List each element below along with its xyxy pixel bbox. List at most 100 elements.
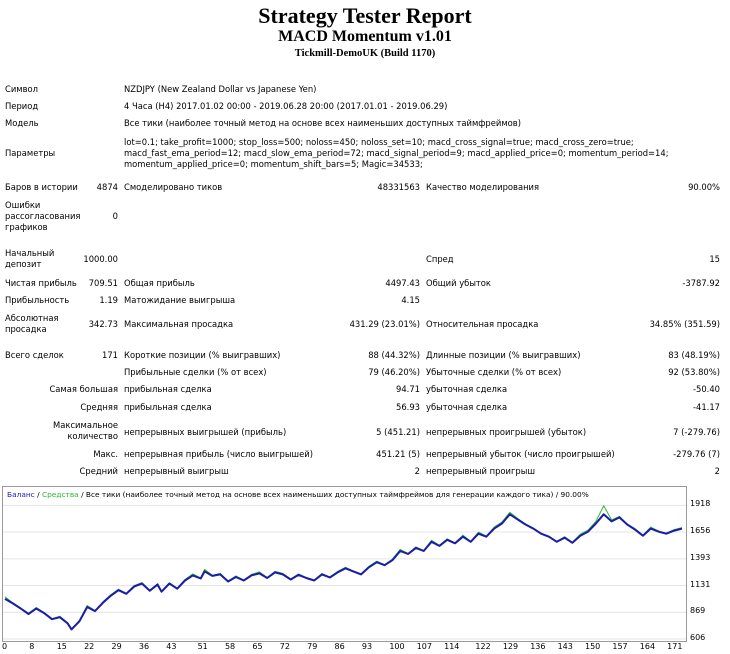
x-tick-label: 100 [389, 642, 405, 651]
y-tick-label: 1656 [690, 526, 711, 536]
params-label: Параметры [5, 148, 56, 158]
x-tick-label: 79 [307, 642, 318, 651]
max-profit-label: непрерывная прибыль (число выигрышей) [124, 449, 313, 459]
average-profit-label: прибыльная сделка [124, 402, 212, 412]
profit-factor-value: 1.19 [99, 295, 118, 305]
short-positions-label: Короткие позиции (% выигравших) [124, 350, 281, 360]
total-trades-value: 171 [102, 350, 118, 360]
x-tick-label: 86 [334, 642, 345, 651]
x-tick-label: 29 [111, 642, 122, 651]
bars-label: Баров в истории [5, 182, 78, 192]
average-profit-value: 56.93 [396, 402, 420, 412]
max-profit-value: 451.21 (5) [376, 449, 420, 459]
server-name: Tickmill-DemoUK (Build 1170) [294, 48, 436, 59]
x-tick-label: 171 [667, 642, 683, 651]
average-loss-value: -41.17 [693, 402, 720, 412]
x-tick-label: 43 [166, 642, 177, 651]
legend-separator: / [34, 490, 42, 499]
x-tick-label: 15 [56, 642, 67, 651]
period-label: Период [5, 101, 39, 111]
spread-value: 15 [709, 254, 720, 264]
period-value: 4 Часа (H4) 2017.01.02 00:00 - 2019.06.2… [124, 101, 448, 111]
x-tick-label: 107 [416, 642, 432, 651]
payoff-value: 4.15 [401, 295, 420, 305]
deposit-label: Начальный депозит [5, 248, 55, 269]
largest-label: Самая большая [49, 384, 118, 394]
x-tick-label: 51 [197, 642, 208, 651]
max-loss-label: непрерывный убыток (число проигрышей) [426, 449, 615, 459]
model-value: Все тики (наиболее точный метод на основ… [124, 118, 521, 128]
rel-drawdown-value: 34.85% (351.59) [649, 319, 720, 329]
loss-trades-label: Убыточные сделки (% от всех) [426, 367, 562, 377]
x-tick-label: 22 [84, 642, 95, 651]
max-count-losses-label: непрерывных проигрышей (убыток) [426, 427, 587, 437]
report-title: Strategy Tester Report [258, 3, 472, 28]
max-count-losses-value: 7 (-279.76) [673, 427, 720, 437]
avg-wins-label: непрерывный выигрыш [124, 466, 229, 476]
gross-profit-label: Общая прибыль [124, 278, 195, 288]
average-label: Средняя [80, 402, 118, 412]
params-value: lot=0.1; take_profit=1000; stop_loss=500… [124, 137, 669, 169]
y-tick-label: 1918 [690, 499, 711, 509]
legend-description: / Все тики (наиболее точный метод на осн… [78, 490, 589, 499]
gross-loss-label: Общий убыток [426, 278, 491, 288]
net-profit-label: Чистая прибыль [5, 278, 77, 288]
balance-chart: Баланс / Средства / Все тики (наиболее т… [2, 486, 687, 642]
max-drawdown-label: Максимальная просадка [124, 319, 234, 329]
x-tick-label: 164 [639, 642, 656, 651]
y-tick-label: 606 [690, 633, 706, 642]
model-label: Модель [5, 118, 39, 128]
errors-value: 0 [112, 211, 118, 221]
profit-factor-label: Прибыльность [5, 295, 70, 305]
balance-line [4, 513, 683, 631]
x-tick-label: 136 [530, 642, 546, 651]
quality-label: Качество моделирования [426, 182, 540, 192]
x-tick-label: 58 [224, 642, 236, 651]
largest-loss-label: убыточная сделка [426, 384, 508, 394]
x-tick-label: 65 [252, 642, 263, 651]
balance-chart-svg [3, 504, 686, 640]
x-tick-label: 150 [584, 642, 601, 651]
largest-profit-value: 94.71 [396, 384, 420, 394]
x-tick-label: 8 [29, 642, 35, 651]
abs-drawdown-label: Абсолютная просадка [5, 313, 59, 334]
loss-trades-value: 92 (53.80%) [668, 367, 720, 377]
x-tick-label: 129 [502, 642, 519, 651]
x-tick-label: 157 [612, 642, 628, 651]
expert-name: MACD Momentum v1.01 [278, 28, 452, 45]
x-tick-label: 114 [444, 642, 460, 651]
payoff-label: Матожидание выигрыша [124, 295, 236, 305]
total-trades-label: Всего сделок [5, 350, 64, 360]
legend-balance: Баланс [7, 490, 35, 499]
spread-label: Спред [426, 254, 454, 264]
legend-equity: Средства [41, 490, 79, 499]
average-loss-label: убыточная сделка [426, 402, 508, 412]
errors-label: Ошибки рассогласования графиков [5, 200, 81, 232]
equity-line [4, 505, 683, 630]
avg-losses-value: 2 [714, 466, 720, 476]
symbol-value: NZDJPY (New Zealand Dollar vs Japanese Y… [124, 84, 317, 94]
x-tick-label: 36 [138, 642, 150, 651]
ticks-label: Смоделировано тиков [124, 182, 223, 192]
ticks-value: 48331563 [377, 182, 420, 192]
x-tick-label: 93 [361, 642, 373, 651]
x-tick-label: 0 [2, 642, 8, 651]
max-loss-value: -279.76 (7) [673, 449, 720, 459]
gross-loss-value: -3787.92 [682, 278, 720, 288]
bars-value: 4874 [96, 182, 118, 192]
net-profit-value: 709.51 [88, 278, 118, 288]
abs-drawdown-value: 342.73 [88, 319, 118, 329]
quality-value: 90.00% [688, 182, 720, 192]
largest-profit-label: прибыльная сделка [124, 384, 212, 394]
largest-loss-value: -50.40 [693, 384, 720, 394]
rel-drawdown-label: Относительная просадка [426, 319, 539, 329]
profit-trades-label: Прибыльные сделки (% от всех) [124, 367, 267, 377]
deposit-value: 1000.00 [83, 254, 118, 264]
long-positions-value: 83 (48.19%) [668, 350, 720, 360]
max-label: Макс. [93, 449, 118, 459]
gross-profit-value: 4497.43 [385, 278, 420, 288]
y-tick-label: 1131 [690, 579, 711, 589]
short-positions-value: 88 (44.32%) [368, 350, 420, 360]
chart-legend: Баланс / Средства / Все тики (наиболее т… [7, 489, 589, 500]
x-tick-label: 143 [557, 642, 573, 651]
